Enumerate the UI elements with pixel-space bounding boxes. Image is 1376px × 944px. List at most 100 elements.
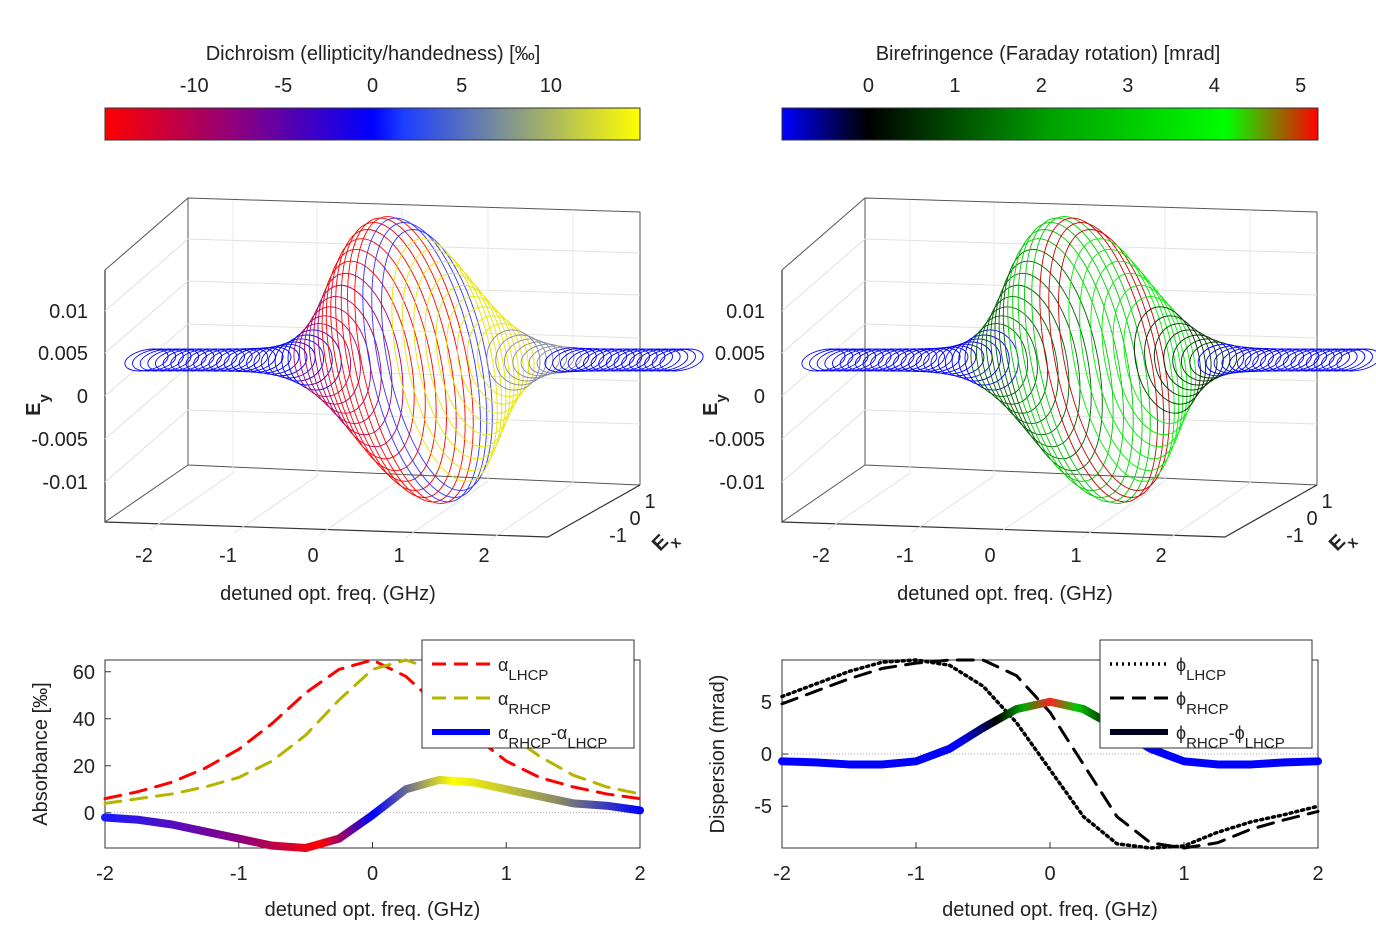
series-line <box>103 658 642 801</box>
legend-label: ϕRHCP-ϕLHCP <box>1176 723 1285 752</box>
absorbance-panel: -2 -1 0 1 2 60 40 20 0 detuned opt. freq. (GHz) Ab… <box>30 639 646 921</box>
colorbar-tick-label: 0 <box>367 75 378 97</box>
grid-line <box>1081 480 1166 539</box>
legend: ϕLHCP ϕRHCP ϕRHCP-ϕLHCP <box>1099 639 1313 752</box>
surface-ring <box>659 348 704 372</box>
legend-label: αRHCP-αLHCP <box>498 723 607 752</box>
grid-line <box>864 280 1318 296</box>
grid-line <box>187 238 641 254</box>
surface-ring <box>340 222 457 498</box>
surface-ring <box>424 272 511 448</box>
colorbar-tick-label: -5 <box>274 75 292 97</box>
x-tick-label: -1 <box>219 545 237 567</box>
x-tick-label: -2 <box>812 545 830 567</box>
colorbar-tick-label: 0 <box>863 75 874 97</box>
surface-ring <box>994 272 1081 448</box>
grid-line <box>781 366 866 440</box>
colorbar-tick-label: -10 <box>180 75 209 97</box>
colorbar-tick-label: 10 <box>540 75 562 97</box>
grid-line <box>104 366 189 440</box>
colorbar-birefringence-bar <box>781 107 1319 141</box>
surface-ring <box>1144 315 1206 405</box>
z-tick-label: -1 <box>609 525 627 547</box>
surface-ring <box>391 238 498 482</box>
z-axis-label: Ex <box>1325 524 1362 561</box>
grid-line <box>781 238 866 312</box>
surface-ring <box>495 334 547 386</box>
legend-label: αLHCP <box>498 655 548 684</box>
series-line <box>778 697 1322 769</box>
surface-ring <box>1134 306 1201 414</box>
y-tick-label: 0 <box>754 386 765 408</box>
surface-ring <box>512 341 561 379</box>
grid-line <box>864 409 1318 425</box>
surface-ring <box>1336 348 1376 372</box>
grid-line <box>826 472 911 531</box>
surface-ring <box>354 216 474 504</box>
surface-ring <box>381 229 493 491</box>
surface-ring <box>1007 238 1114 482</box>
surface-ring <box>362 217 481 503</box>
series-line <box>780 658 1320 850</box>
y-tick-label: 0 <box>77 386 88 408</box>
grid-line <box>910 475 995 534</box>
surface-ring <box>1328 348 1373 372</box>
surface-ring <box>976 315 1038 405</box>
x-tick-label: -1 <box>230 863 248 885</box>
series-line <box>780 658 1320 850</box>
x-tick-label: 2 <box>1155 545 1166 567</box>
grid-line <box>489 482 574 541</box>
x-axis-label: detuned opt. freq. (GHz) <box>220 583 436 605</box>
y-tick-label: 40 <box>73 709 95 731</box>
axis-box-floor-edge <box>781 464 866 523</box>
legend-label: ϕLHCP <box>1176 655 1226 684</box>
surface-ring <box>246 346 292 374</box>
colorbar-tick-label: 2 <box>1036 75 1047 97</box>
z-tick-label: 1 <box>1321 491 1332 513</box>
y-tick-label: 0.01 <box>49 301 88 323</box>
surface-ring <box>885 348 930 372</box>
z-tick-label: -1 <box>1286 525 1304 547</box>
grid-line <box>149 472 234 531</box>
grid-line <box>233 475 318 534</box>
surface-ring <box>231 347 276 373</box>
surface-ring <box>1172 334 1224 386</box>
grid-line <box>318 477 403 536</box>
surface-ring <box>1012 229 1124 491</box>
surface-ring <box>1101 272 1188 448</box>
surface-ring <box>1024 217 1143 503</box>
surface-ring <box>1079 248 1180 472</box>
y-axis-label: Dispersion (mrad) <box>707 675 729 834</box>
x-tick-label: 1 <box>1070 545 1081 567</box>
y-tick-label: -0.005 <box>31 429 88 451</box>
surface-ring <box>877 348 923 372</box>
surface-ring <box>238 347 284 373</box>
x-axis-label: detuned opt. freq. (GHz) <box>942 899 1158 921</box>
colorbar-tick-label: 5 <box>1295 75 1306 97</box>
colorbar-dichroism: Dichroism (ellipticity/handedness) [‰] -… <box>104 43 641 141</box>
grid-line <box>104 280 189 354</box>
series-line <box>101 775 644 852</box>
surface-ring <box>951 338 1002 382</box>
x-tick-label: 1 <box>393 545 404 567</box>
x-tick-label: 2 <box>478 545 489 567</box>
surface-ring <box>304 306 371 414</box>
y-tick-label: 0 <box>761 744 772 766</box>
legend-label: αRHCP <box>498 689 551 718</box>
x-tick-label: 0 <box>1044 863 1055 885</box>
y-tick-label: 0 <box>84 803 95 825</box>
x-tick-label: -2 <box>96 863 114 885</box>
y-tick-label: 0.01 <box>726 301 765 323</box>
grid-line <box>1166 482 1251 541</box>
grid-line <box>187 409 641 425</box>
surface-ring <box>893 348 938 372</box>
y-tick-label: 5 <box>761 692 772 714</box>
surface-ring <box>317 272 404 448</box>
x-tick-label: 0 <box>984 545 995 567</box>
grid-line <box>104 238 189 312</box>
y-tick-label: -5 <box>754 796 772 818</box>
grid-line <box>104 323 189 397</box>
y-tick-label: 60 <box>73 662 95 684</box>
